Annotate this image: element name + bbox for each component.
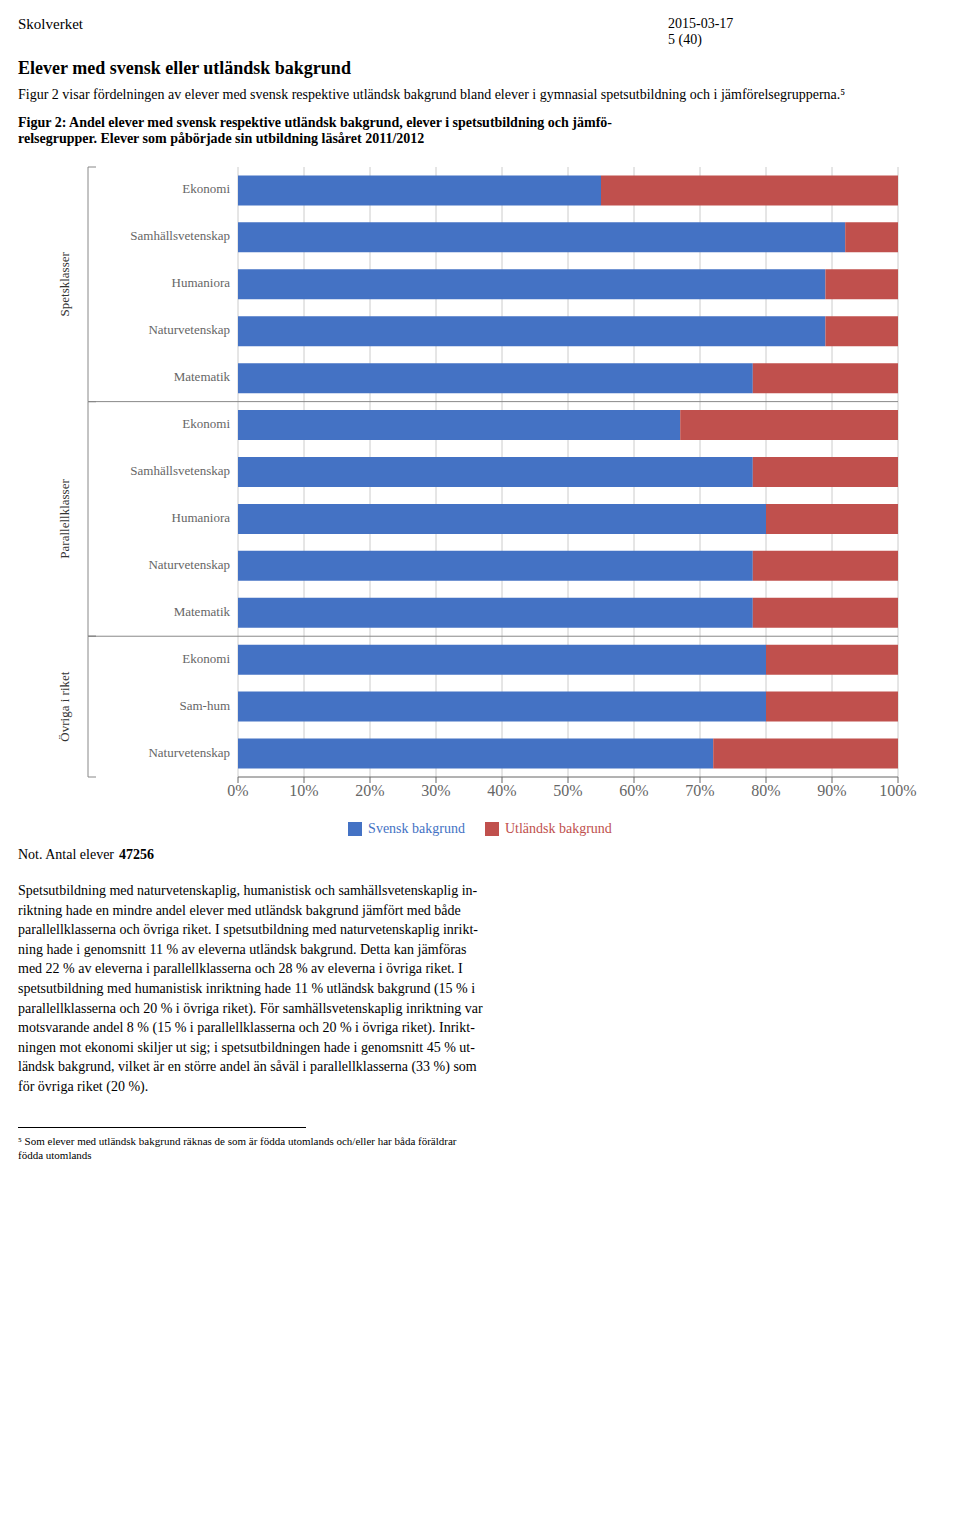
svg-text:20%: 20% (355, 782, 384, 799)
svg-text:Humaniora: Humaniora (172, 510, 231, 525)
svg-text:70%: 70% (685, 782, 714, 799)
svg-text:60%: 60% (619, 782, 648, 799)
svg-text:Matematik: Matematik (174, 604, 231, 619)
html-text:⁵ Som elever med utländsk bakg: ⁵ Som elever med utländsk bakgrund räkna… (18, 1134, 457, 1161)
svg-text:Ekonomi: Ekonomi (182, 416, 230, 431)
svg-text:30%: 30% (421, 782, 450, 799)
svg-text:40%: 40% (487, 782, 516, 799)
svg-text:Matematik: Matematik (174, 369, 231, 384)
html-text:Elever med svensk eller utländ: Elever med svensk eller utländsk bakgrun… (18, 58, 351, 78)
svg-text:90%: 90% (817, 782, 846, 799)
svg-text:Sam-hum: Sam-hum (179, 698, 230, 713)
html-text:Svensk bakgrund: Svensk bakgrund (368, 821, 465, 836)
svg-text:100%: 100% (879, 782, 916, 799)
svg-text:Naturvetenskap: Naturvetenskap (148, 322, 230, 337)
svg-text:10%: 10% (289, 782, 318, 799)
svg-text:Naturvetenskap: Naturvetenskap (148, 745, 230, 760)
html-text:Not. Antal elever 47256: Not. Antal elever 47256 (18, 847, 154, 862)
svg-text:0%: 0% (227, 782, 248, 799)
svg-text:50%: 50% (553, 782, 582, 799)
html-text:2015-03-17: 2015-03-17 (668, 16, 734, 31)
html-text:Figur 2: Andel elever med sven: Figur 2: Andel elever med svensk respekt… (18, 115, 612, 146)
svg-text:Ekonomi: Ekonomi (182, 651, 230, 666)
svg-text:Naturvetenskap: Naturvetenskap (148, 557, 230, 572)
svg-text:Övriga i riket: Övriga i riket (57, 671, 72, 741)
svg-text:Spetsklasser: Spetsklasser (57, 252, 72, 317)
html-text:Skolverket: Skolverket (18, 16, 83, 32)
svg-text:Parallellklasser: Parallellklasser (57, 479, 72, 559)
svg-text:Humaniora: Humaniora (172, 275, 231, 290)
svg-text:Samhällsvetenskap: Samhällsvetenskap (130, 228, 230, 243)
html-text:Utländsk bakgrund: Utländsk bakgrund (504, 821, 612, 836)
svg-text:Ekonomi: Ekonomi (182, 181, 230, 196)
html-text:Figur 2 visar fördelningen av: Figur 2 visar fördelningen av elever med… (18, 87, 846, 102)
svg-text:80%: 80% (751, 782, 780, 799)
html-text:5 (40): 5 (40) (668, 32, 702, 47)
html-text:Spetsutbildning med naturveten: Spetsutbildning med naturvetenskaplig, h… (18, 883, 483, 1094)
svg-text:Samhällsvetenskap: Samhällsvetenskap (130, 463, 230, 478)
